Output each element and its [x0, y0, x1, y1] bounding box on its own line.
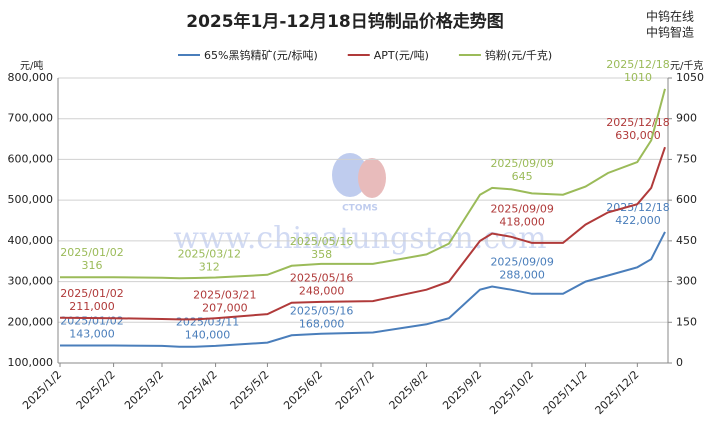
annotation-value: 312	[199, 260, 220, 273]
annotation-date: 2025/12/18	[606, 58, 669, 71]
annotation-value: 143,000	[69, 327, 115, 340]
y-tick-label: 200,000	[8, 315, 54, 328]
annotation-value: 630,000	[615, 129, 661, 142]
y-tick-label: 400,000	[8, 234, 54, 247]
brand: 中钨在线	[646, 9, 694, 24]
y2-tick-label: 0	[676, 356, 683, 369]
series-line	[59, 146, 666, 321]
logo-shape	[358, 158, 386, 198]
annotation-date: 2025/09/09	[490, 255, 553, 268]
y2-tick-label: 900	[676, 112, 697, 125]
legend-label: 钨粉(元/千克)	[485, 49, 552, 62]
chart-title: 2025年1月-12月18日钨制品价格走势图	[186, 11, 504, 32]
annotation-date: 2025/03/12	[178, 247, 241, 260]
y2-tick-label: 600	[676, 193, 697, 206]
series-line	[60, 231, 666, 348]
brand: 中钨智造	[646, 25, 694, 40]
annotation-date: 2025/05/16	[290, 235, 353, 248]
y-tick-label: 600,000	[8, 152, 54, 165]
annotation-value: 248,000	[299, 285, 345, 298]
annotation-value: 211,000	[69, 300, 115, 313]
annotation-date: 2025/12/18	[606, 201, 669, 214]
logo-shape	[332, 153, 368, 197]
y2-tick-label: 1050	[676, 71, 704, 84]
y-tick-label: 500,000	[8, 193, 54, 206]
annotation-value: 418,000	[499, 216, 545, 229]
series-line	[60, 88, 666, 280]
annotation-value: 422,000	[615, 214, 661, 227]
annotation-value: 316	[82, 259, 103, 272]
annotation-value: 168,000	[299, 317, 345, 330]
annotation-date: 2025/05/16	[290, 272, 353, 285]
annotation-date: 2025/01/02	[60, 287, 123, 300]
annotation-value: 207,000	[202, 301, 248, 314]
y2-tick-label: 750	[676, 152, 697, 165]
legend-label: APT(元/吨)	[374, 49, 429, 62]
legend-label: 65%黑钨精矿(元/标吨)	[204, 48, 318, 62]
y2-tick-label: 450	[676, 234, 697, 247]
annotation-value: 288,000	[499, 268, 545, 281]
y2-unit: 元/千克	[670, 60, 703, 72]
annotation-value: 1010	[624, 71, 652, 84]
y2-tick-label: 150	[676, 315, 697, 328]
annotation-date: 2025/05/16	[290, 304, 353, 317]
y-unit: 元/吨	[20, 59, 43, 72]
logo-text: CTOMS	[342, 204, 378, 214]
y2-tick-label: 300	[676, 275, 697, 288]
y-tick-label: 300,000	[8, 275, 54, 288]
logo: CTOMS	[332, 153, 386, 214]
annotation-date: 2025/09/09	[490, 203, 553, 216]
annotation-value: 140,000	[185, 329, 231, 342]
annotation-date: 2025/01/02	[60, 246, 123, 259]
annotation-date: 2025/12/18	[606, 116, 669, 129]
y-tick-label: 100,000	[8, 356, 54, 369]
annotation-date: 2025/01/02	[60, 314, 123, 327]
annotation-date: 2025/09/09	[490, 157, 553, 170]
annotation-value: 645	[512, 170, 533, 183]
annotation-date: 2025/03/21	[193, 288, 256, 301]
y-tick-label: 800,000	[8, 71, 54, 84]
annotation-value: 358	[311, 248, 332, 261]
y-tick-label: 700,000	[8, 112, 54, 125]
